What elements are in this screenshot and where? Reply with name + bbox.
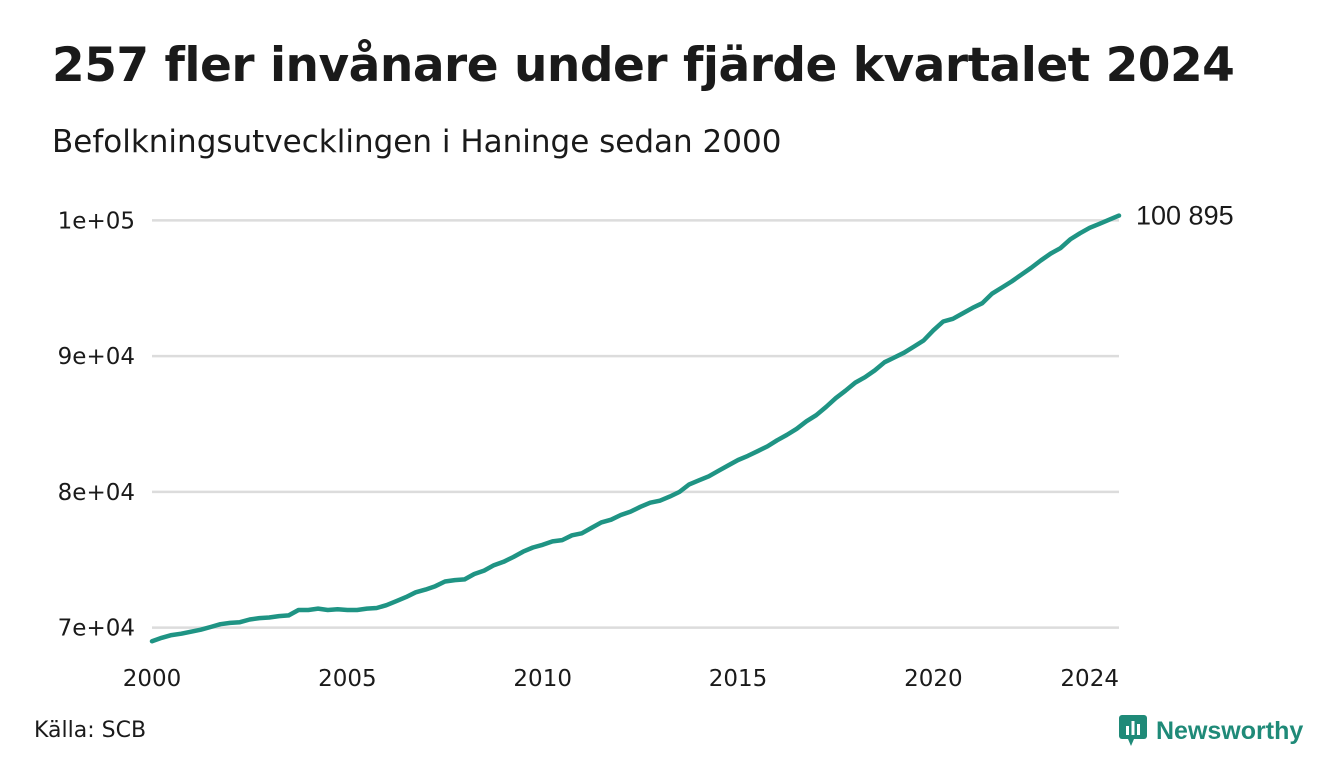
x-tick-label: 2020 <box>904 666 963 692</box>
y-tick-label: 7e+04 <box>58 616 135 642</box>
brand-name: Newsworthy <box>1156 716 1304 745</box>
y-tick-label: 1e+05 <box>58 208 135 234</box>
grid-lines <box>152 219 1119 629</box>
source-note: Källa: SCB <box>34 718 147 743</box>
chart-title: 257 fler invånare under fjärde kvartalet… <box>52 38 1235 93</box>
x-tick-label: 2005 <box>318 666 377 692</box>
x-tick-label: 2024 <box>1060 666 1119 692</box>
newsworthy-logo-icon <box>1119 715 1147 746</box>
x-tick-label: 2015 <box>709 666 768 692</box>
chart-subtitle: Befolkningsutvecklingen i Haninge sedan … <box>52 124 782 160</box>
brand-logo: Newsworthy <box>1118 714 1303 748</box>
y-tick-label: 8e+04 <box>58 480 135 506</box>
end-value-label: 100 895 <box>1136 201 1234 231</box>
y-axis-ticks: 7e+04 8e+04 9e+04 1e+05 <box>58 208 135 641</box>
population-line <box>149 213 1122 644</box>
x-tick-label: 2010 <box>513 666 572 692</box>
x-tick-label: 2000 <box>123 666 182 692</box>
y-tick-label: 9e+04 <box>58 344 135 370</box>
x-axis-ticks: 2000 2005 2010 2015 2020 2024 <box>123 666 1119 692</box>
